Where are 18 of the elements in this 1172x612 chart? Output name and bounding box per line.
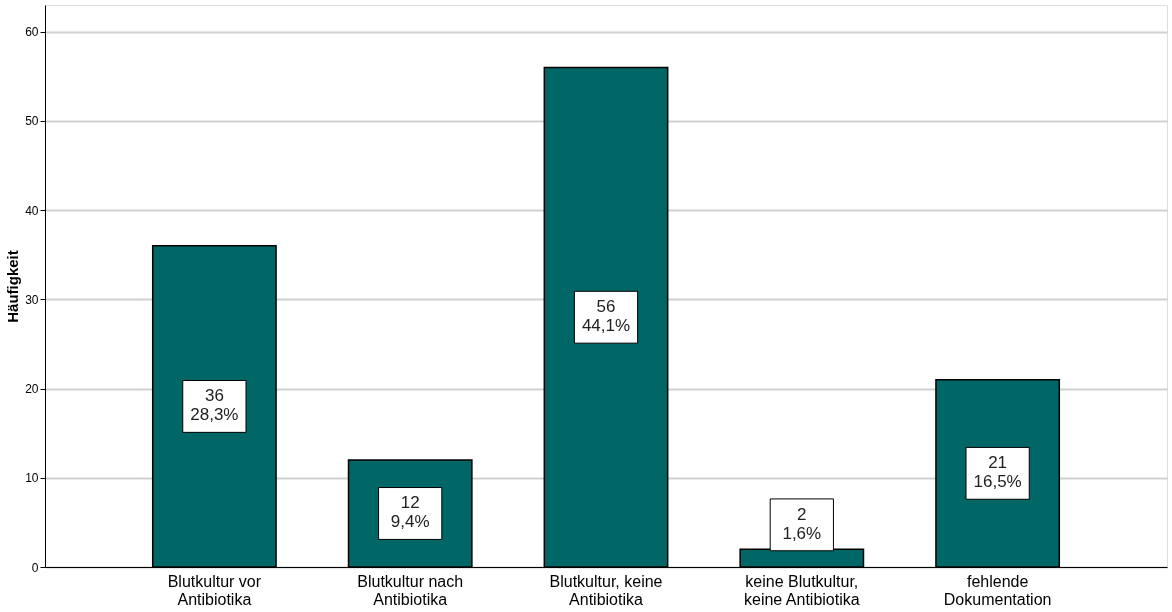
data-label: 56 44,1% <box>581 297 631 336</box>
y-axis-title: Häufigkeit <box>4 250 22 323</box>
y-tick-label: 40 <box>25 203 39 218</box>
data-label: 36 28,3% <box>190 386 239 425</box>
data-label: 21 16,5% <box>973 453 1022 492</box>
y-tick-label: 30 <box>25 292 39 307</box>
x-tick-label: Blutkultur vor Antibiotika <box>167 572 262 608</box>
y-tick-label: 50 <box>25 114 39 129</box>
y-tick-label: 20 <box>25 382 39 397</box>
data-label: 2 1,6% <box>782 504 822 543</box>
y-tick-label: 60 <box>25 25 39 40</box>
x-tick-label: fehlende Dokumentation <box>943 572 1052 608</box>
data-label: 12 9,4% <box>390 493 430 532</box>
x-tick-label: Blutkultur, keine Antibiotika <box>549 572 663 608</box>
y-tick-label: 10 <box>25 471 39 486</box>
x-tick-label: Blutkultur nach Antibiotika <box>357 572 464 608</box>
y-tick-label: 0 <box>31 560 39 575</box>
x-tick-label: keine Blutkultur, keine Antibiotika <box>743 572 860 608</box>
